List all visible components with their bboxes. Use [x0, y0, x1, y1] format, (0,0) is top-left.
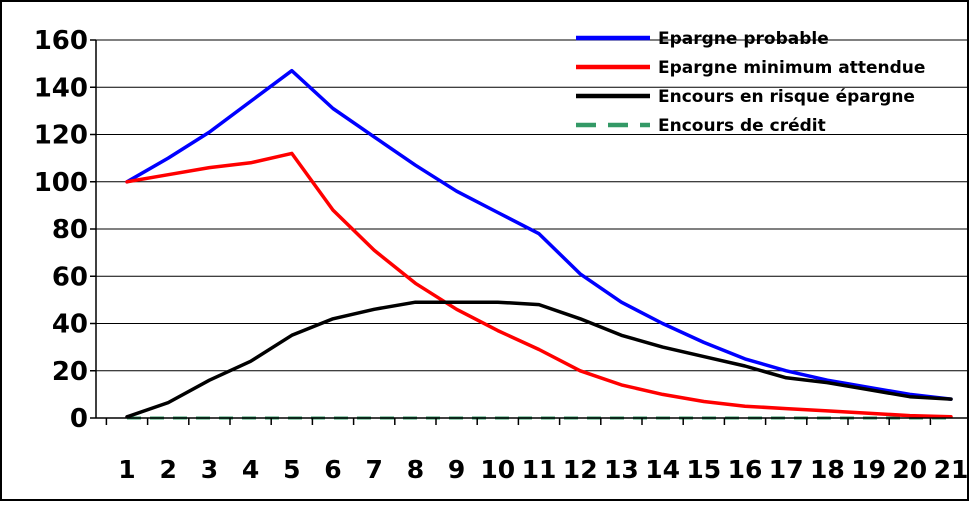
series-line-2 [125, 151, 953, 419]
y-tick-label: 120 [34, 121, 88, 151]
x-tick-label: 3 [201, 455, 218, 484]
x-tick-label: 5 [283, 455, 300, 484]
legend-label: Epargne probable [658, 29, 829, 49]
axes [90, 39, 968, 425]
x-tick-label: 16 [728, 455, 763, 484]
x-tick-label: 6 [324, 455, 341, 484]
y-tick-labels: 0 20 40 60 80 100 120 140 160 [34, 26, 88, 434]
x-tick-label: 18 [810, 455, 845, 484]
x-tick-label: 4 [242, 455, 259, 484]
gridlines [96, 39, 968, 372]
y-tick-label: 140 [34, 73, 88, 103]
x-tick-label: 12 [563, 455, 598, 484]
y-tick-label: 160 [34, 26, 88, 56]
x-tick-labels: 1 2 3 4 5 6 7 8 9 10 11 12 13 14 15 16 17 18 19 20 21 [118, 455, 968, 484]
x-tick-label: 10 [480, 455, 515, 484]
x-tick-label: 17 [769, 455, 804, 484]
x-tick-label: 7 [365, 455, 382, 484]
x-tick-label: 20 [892, 455, 927, 484]
x-tick-label: 2 [159, 455, 176, 484]
y-tick-label: 100 [34, 168, 88, 198]
y-tick-label: 80 [52, 215, 88, 245]
series-line-3 [125, 300, 953, 419]
x-tick-label: 9 [448, 455, 465, 484]
legend-label: Encours de crédit [658, 116, 826, 136]
legend-label: Encours en risque épargne [658, 87, 915, 107]
x-tick-label: 11 [522, 455, 557, 484]
x-tick-label: 1 [118, 455, 135, 484]
x-tick-label: 8 [407, 455, 424, 484]
x-tick-label: 13 [604, 455, 639, 484]
x-tick-label: 21 [934, 455, 969, 484]
x-tick-label: 14 [645, 455, 680, 484]
x-tick-label: 15 [686, 455, 721, 484]
legend-label: Epargne minimum attendue [658, 58, 925, 78]
legend: Epargne probable Epargne minimum attendue… [576, 29, 925, 136]
series-lines [125, 68, 953, 420]
y-tick-label: 20 [52, 357, 88, 387]
y-tick-label: 0 [70, 404, 88, 434]
series-line-1 [125, 68, 953, 401]
y-tick-label: 40 [52, 310, 88, 340]
y-tick-label: 60 [52, 262, 88, 292]
x-tick-label: 19 [851, 455, 886, 484]
